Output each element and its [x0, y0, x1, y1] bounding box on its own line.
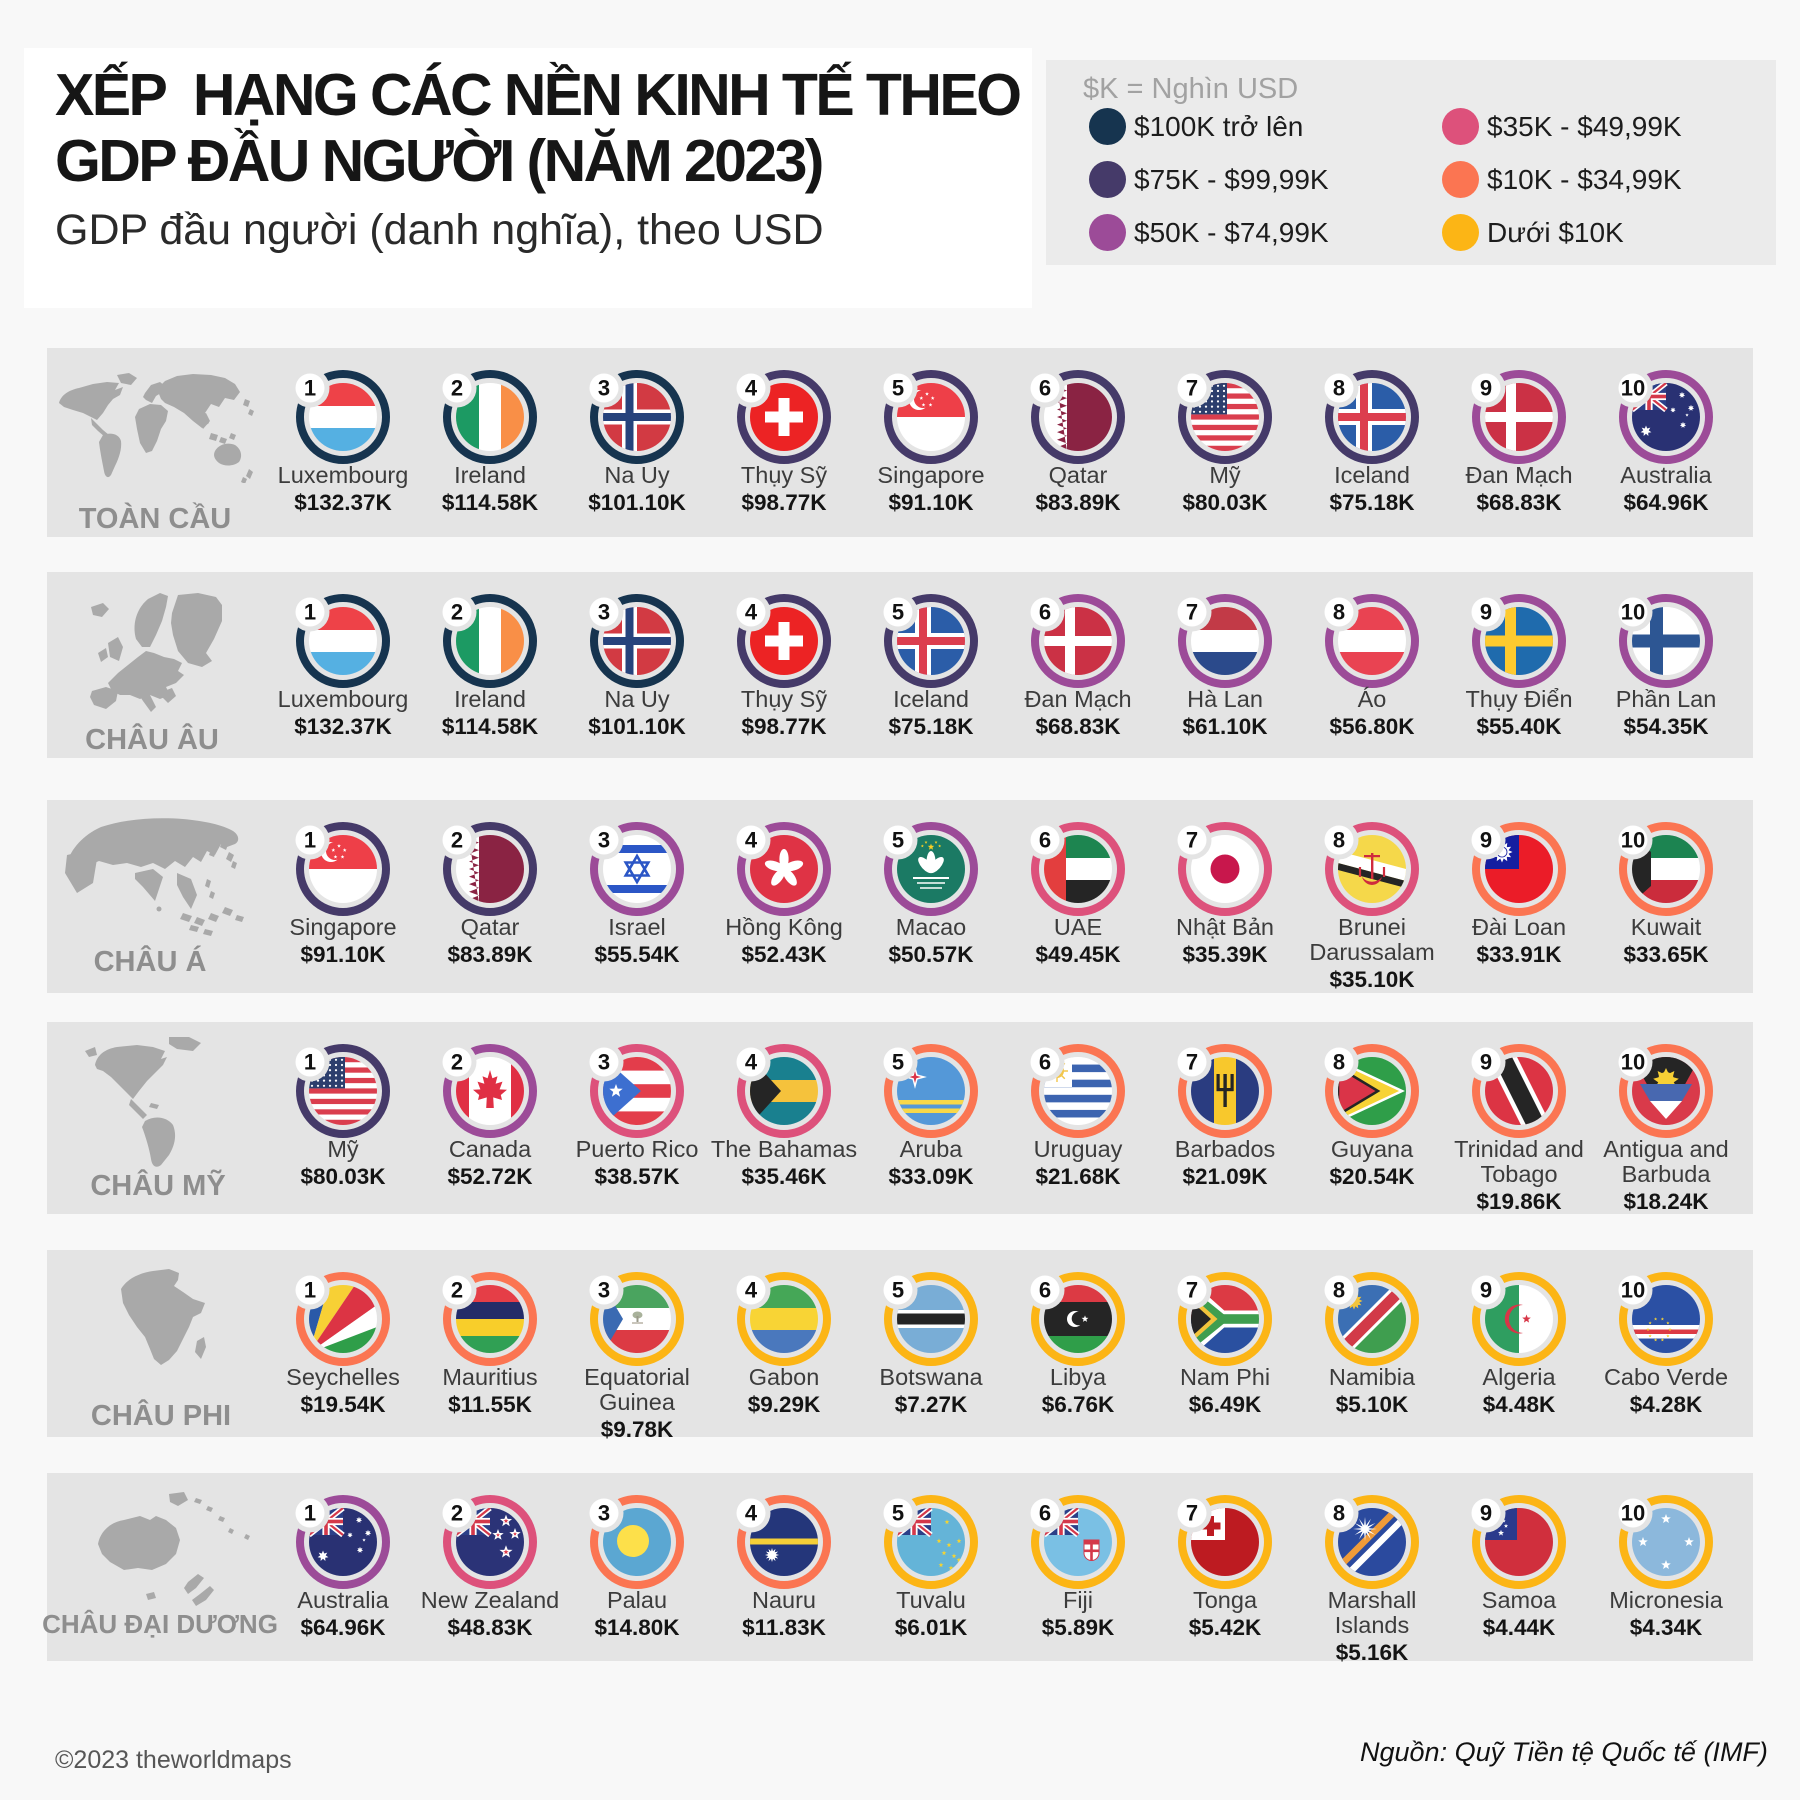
svg-text:4: 4	[745, 828, 758, 853]
svg-text:8: 8	[1333, 376, 1345, 401]
svg-text:10: 10	[1621, 1501, 1645, 1526]
svg-text:3: 3	[598, 1278, 610, 1303]
svg-text:10: 10	[1621, 376, 1645, 401]
svg-text:7: 7	[1186, 600, 1198, 625]
svg-text:6: 6	[1039, 1501, 1051, 1526]
svg-text:4: 4	[745, 600, 758, 625]
svg-text:2: 2	[451, 1501, 463, 1526]
svg-text:2: 2	[451, 376, 463, 401]
svg-text:7: 7	[1186, 1278, 1198, 1303]
svg-text:2: 2	[451, 1278, 463, 1303]
svg-text:6: 6	[1039, 600, 1051, 625]
svg-text:9: 9	[1480, 828, 1492, 853]
svg-text:4: 4	[745, 1050, 758, 1075]
svg-text:8: 8	[1333, 1050, 1345, 1075]
svg-text:4: 4	[745, 1501, 758, 1526]
svg-text:5: 5	[892, 828, 904, 853]
svg-text:2: 2	[451, 600, 463, 625]
svg-text:5: 5	[892, 1050, 904, 1075]
svg-text:1: 1	[304, 600, 316, 625]
svg-text:9: 9	[1480, 600, 1492, 625]
svg-text:4: 4	[745, 376, 758, 401]
svg-text:10: 10	[1621, 600, 1645, 625]
svg-text:1: 1	[304, 376, 316, 401]
svg-text:2: 2	[451, 1050, 463, 1075]
svg-text:5: 5	[892, 1501, 904, 1526]
svg-text:8: 8	[1333, 1278, 1345, 1303]
svg-text:4: 4	[745, 1278, 758, 1303]
svg-text:8: 8	[1333, 1501, 1345, 1526]
svg-text:7: 7	[1186, 376, 1198, 401]
svg-text:9: 9	[1480, 1501, 1492, 1526]
svg-text:3: 3	[598, 1501, 610, 1526]
svg-text:6: 6	[1039, 1050, 1051, 1075]
svg-text:1: 1	[304, 828, 316, 853]
svg-text:10: 10	[1621, 1278, 1645, 1303]
svg-text:6: 6	[1039, 376, 1051, 401]
svg-text:7: 7	[1186, 1501, 1198, 1526]
svg-text:7: 7	[1186, 828, 1198, 853]
svg-text:1: 1	[304, 1501, 316, 1526]
svg-text:3: 3	[598, 828, 610, 853]
svg-text:6: 6	[1039, 1278, 1051, 1303]
svg-text:5: 5	[892, 600, 904, 625]
svg-text:9: 9	[1480, 376, 1492, 401]
svg-text:2: 2	[451, 828, 463, 853]
svg-text:7: 7	[1186, 1050, 1198, 1075]
svg-text:9: 9	[1480, 1278, 1492, 1303]
svg-text:1: 1	[304, 1050, 316, 1075]
svg-text:9: 9	[1480, 1050, 1492, 1075]
svg-text:3: 3	[598, 376, 610, 401]
svg-text:10: 10	[1621, 1050, 1645, 1075]
svg-text:8: 8	[1333, 600, 1345, 625]
svg-text:5: 5	[892, 1278, 904, 1303]
svg-text:8: 8	[1333, 828, 1345, 853]
svg-text:6: 6	[1039, 828, 1051, 853]
svg-text:3: 3	[598, 1050, 610, 1075]
svg-text:5: 5	[892, 376, 904, 401]
svg-text:1: 1	[304, 1278, 316, 1303]
svg-text:10: 10	[1621, 828, 1645, 853]
svg-text:3: 3	[598, 600, 610, 625]
